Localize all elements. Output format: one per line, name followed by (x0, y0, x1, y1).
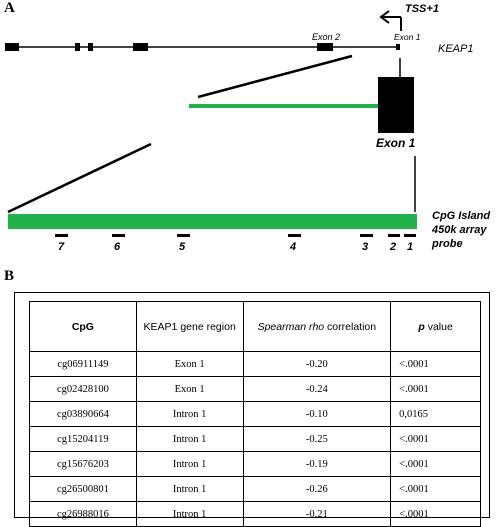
gene-label: KEAP1 (438, 43, 473, 55)
table-header-row: CpG KEAP1 gene region Spearman rho corre… (29, 301, 481, 352)
cell-cpg: cg15676203 (29, 451, 137, 477)
table-row: cg03890664 Intron 1 -0.10 0,0165 (29, 401, 481, 427)
cell-region: Intron 1 (135, 501, 244, 527)
exon1-zoom-block (378, 77, 414, 133)
header-p-italic: p (418, 320, 425, 333)
cell-p: <.0001 (390, 351, 481, 377)
exon-block (133, 43, 148, 51)
exon1-zoom-label: Exon 1 (376, 136, 416, 150)
exon2-block (317, 43, 333, 51)
header-p-rest: value (424, 320, 453, 333)
cell-region: Intron 1 (135, 426, 244, 452)
exon-block (88, 43, 93, 51)
cell-rho: -0.10 (242, 401, 392, 427)
exon-block (75, 43, 80, 51)
panel-b-letter: B (4, 268, 15, 284)
table-row: cg26988016 Intron 1 -0.21 <.0001 (29, 501, 481, 527)
probe-tick (388, 234, 400, 237)
legend-cpg-island: CpG Island (432, 210, 490, 222)
cell-rho: -0.26 (242, 476, 392, 502)
probe-tick (288, 234, 301, 237)
correlation-table: CpG KEAP1 gene region Spearman rho corre… (29, 301, 481, 527)
cell-cpg: cg26500801 (29, 476, 137, 502)
legend-probe: probe (431, 238, 463, 250)
header-cpg: CpG (29, 301, 137, 352)
exon1-small-label: Exon 1 (394, 32, 421, 42)
legend-450k-array: 450k array (431, 224, 487, 236)
header-p-value: p value (390, 301, 481, 352)
cell-region: Intron 1 (135, 476, 244, 502)
table-row: cg15676203 Intron 1 -0.19 <.0001 (29, 451, 481, 477)
cell-region: Intron 1 (135, 401, 244, 427)
probe-tick (360, 234, 373, 237)
table-row: cg02428100 Exon 1 -0.24 <.0001 (29, 376, 481, 402)
cell-p: <.0001 (390, 376, 481, 402)
cell-region: Exon 1 (135, 351, 244, 377)
zoom-line-left (197, 54, 353, 99)
probe-number: 1 (407, 241, 413, 253)
tss-label: TSS+1 (405, 3, 439, 15)
probe-number: 4 (289, 241, 296, 253)
probe-number: 3 (362, 241, 368, 253)
exon1-block-small (396, 44, 400, 50)
cell-cpg: cg26988016 (29, 501, 137, 527)
exon2-label: Exon 2 (312, 32, 340, 42)
header-spearman: Spearman rho correlation (242, 301, 392, 352)
panel-a-letter: A (4, 0, 15, 16)
header-spearman-rest: correlation (324, 320, 377, 333)
cell-cpg: cg15204119 (29, 426, 137, 452)
cell-rho: -0.19 (242, 451, 392, 477)
tss-arrow-head (379, 10, 390, 24)
cell-p: 0,0165 (390, 401, 481, 427)
table-frame: CpG KEAP1 gene region Spearman rho corre… (14, 292, 490, 527)
cell-rho: -0.20 (242, 351, 392, 377)
cell-p: <.0001 (390, 476, 481, 502)
gene-diagram: TSS+1 Exon 2 Exon 1 KEAP1 Exon 1 CpG Isl… (5, 3, 490, 253)
probe-number: 6 (114, 241, 121, 253)
cell-cpg: cg02428100 (29, 376, 137, 402)
cell-rho: -0.25 (242, 426, 392, 452)
cell-region: Intron 1 (135, 451, 244, 477)
probe-tick (404, 234, 416, 237)
probe-tick (112, 234, 125, 237)
cell-p: <.0001 (390, 426, 481, 452)
header-spearman-italic: Spearman rho (257, 320, 325, 333)
table-row: cg06911149 Exon 1 -0.20 <.0001 (29, 351, 481, 377)
header-gene-region: KEAP1 gene region (135, 301, 244, 352)
exon-block (5, 43, 19, 51)
cell-rho: -0.21 (242, 501, 392, 527)
cpg-island-bar (8, 214, 417, 229)
table-row: cg15204119 Intron 1 -0.25 <.0001 (29, 426, 481, 452)
cell-cpg: cg03890664 (29, 401, 137, 427)
probe-tick (55, 234, 68, 237)
zoom-line2-left (7, 142, 152, 214)
cell-p: <.0001 (390, 501, 481, 527)
table-row: cg26500801 Intron 1 -0.26 <.0001 (29, 476, 481, 502)
cell-rho: -0.24 (242, 376, 392, 402)
probe-number: 2 (389, 241, 396, 253)
cell-cpg: cg06911149 (29, 351, 137, 377)
probe-number: 7 (58, 241, 65, 253)
cell-p: <.0001 (390, 451, 481, 477)
probe-tick (177, 234, 190, 237)
probe-number: 5 (179, 241, 186, 253)
cell-region: Exon 1 (135, 376, 244, 402)
